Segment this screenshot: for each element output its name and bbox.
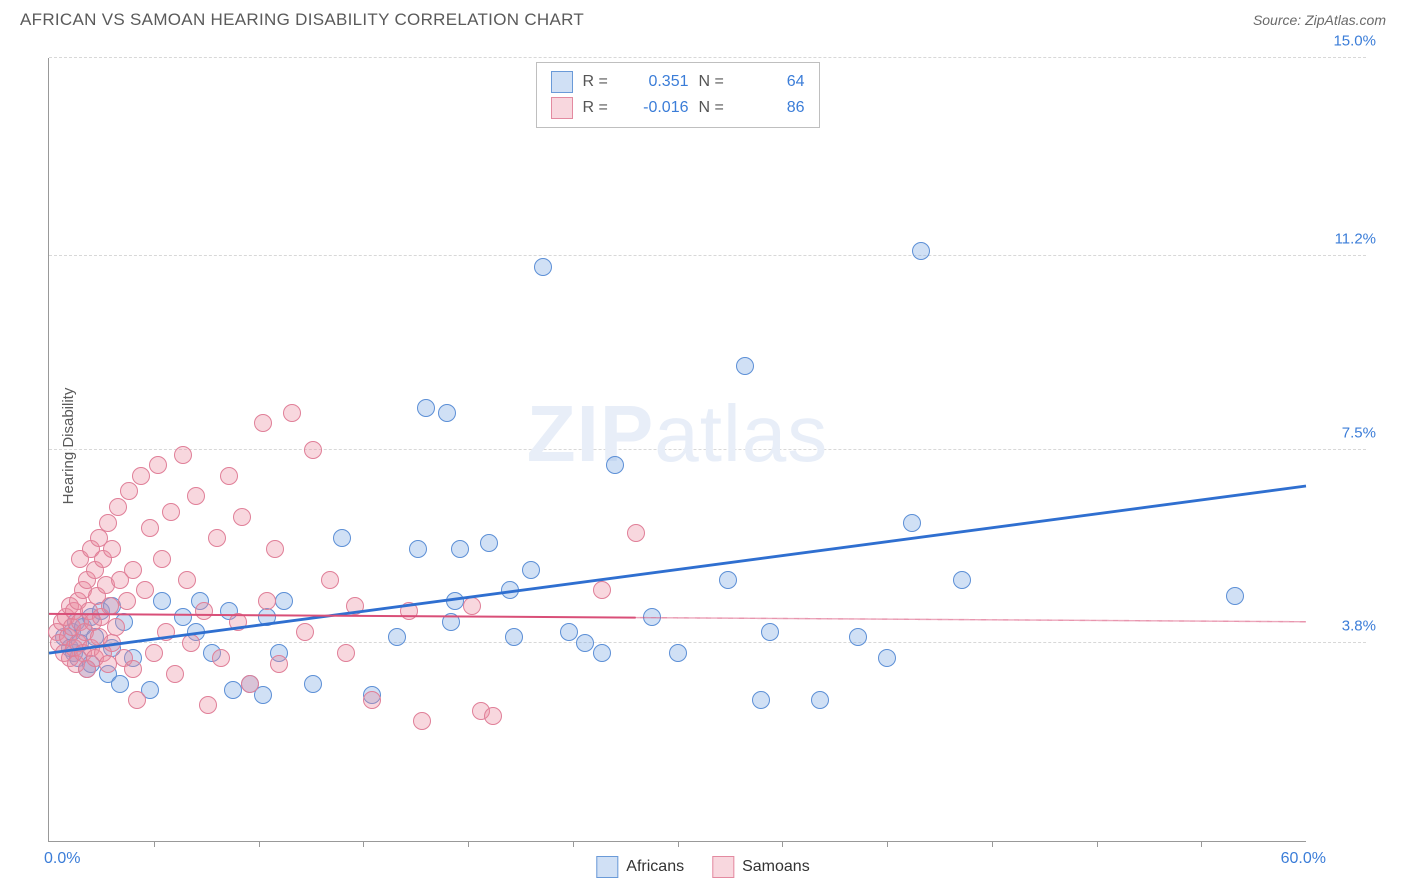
x-max-label: 60.0%	[1281, 850, 1326, 868]
x-tick	[573, 841, 574, 847]
y-tick-label: 3.8%	[1316, 617, 1376, 634]
x-tick	[678, 841, 679, 847]
legend-label: Africans	[626, 858, 684, 876]
x-tick	[887, 841, 888, 847]
r-value-samoans: -0.016	[627, 99, 689, 117]
x-min-label: 0.0%	[44, 850, 80, 868]
x-tick	[363, 841, 364, 847]
swatch-pink-icon	[712, 856, 734, 878]
legend-row-samoans: R = -0.016 N = 86	[551, 95, 805, 121]
swatch-pink-icon	[551, 97, 573, 119]
r-label: R =	[583, 99, 617, 117]
series-legend: Africans Samoans	[596, 856, 809, 878]
chart-title: AFRICAN VS SAMOAN HEARING DISABILITY COR…	[20, 10, 584, 30]
legend-row-africans: R = 0.351 N = 64	[551, 69, 805, 95]
x-tick	[782, 841, 783, 847]
correlation-legend: R = 0.351 N = 64 R = -0.016 N = 86	[536, 62, 820, 128]
y-tick-label: 15.0%	[1316, 33, 1376, 50]
trend-line-dashed-samoans	[636, 618, 1306, 622]
n-label: N =	[699, 99, 733, 117]
x-tick	[1097, 841, 1098, 847]
legend-item-africans: Africans	[596, 856, 684, 878]
r-label: R =	[583, 73, 617, 91]
swatch-blue-icon	[596, 856, 618, 878]
n-value-samoans: 86	[743, 99, 805, 117]
y-tick-label: 7.5%	[1316, 424, 1376, 441]
r-value-africans: 0.351	[627, 73, 689, 91]
trend-line-africans	[49, 486, 1306, 653]
x-tick	[259, 841, 260, 847]
y-tick-label: 11.2%	[1316, 231, 1376, 248]
x-tick	[992, 841, 993, 847]
chart-plot-area: ZIPatlas 3.8%7.5%11.2%15.0% R = 0.351 N …	[48, 58, 1306, 842]
n-label: N =	[699, 73, 733, 91]
swatch-blue-icon	[551, 71, 573, 93]
legend-label: Samoans	[742, 858, 810, 876]
x-tick	[468, 841, 469, 847]
x-tick	[154, 841, 155, 847]
n-value-africans: 64	[743, 73, 805, 91]
x-tick	[1201, 841, 1202, 847]
legend-item-samoans: Samoans	[712, 856, 810, 878]
source-attribution: Source: ZipAtlas.com	[1253, 12, 1386, 28]
